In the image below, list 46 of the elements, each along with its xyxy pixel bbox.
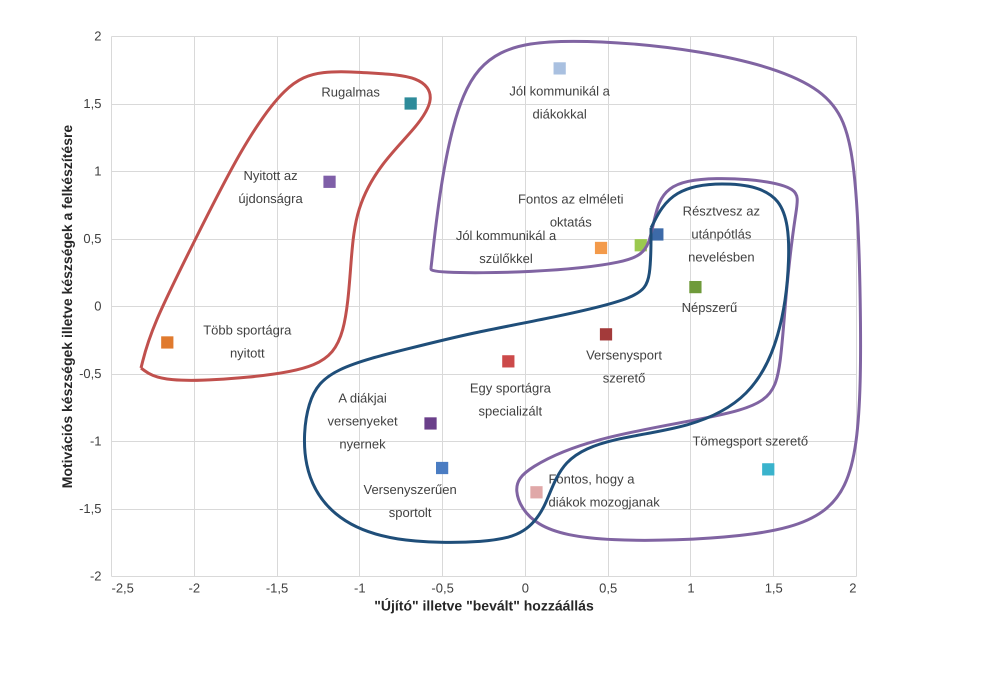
y-tick-label: 1 — [94, 164, 102, 178]
point — [530, 486, 543, 498]
y-tick-label: 1,5 — [83, 96, 102, 111]
x-tick-label: -2,5 — [112, 580, 134, 596]
point — [554, 62, 566, 75]
series-label: Nyitott az újdonságra — [238, 168, 304, 206]
series-label: Versenysport szerető — [586, 347, 662, 386]
series-label: Rugalmas — [321, 84, 380, 100]
point — [600, 328, 612, 340]
text: Jól kommunikál a szülőkkel — [456, 228, 558, 266]
y-tick-label: 0,5 — [83, 231, 102, 246]
x-tick-label: 2 — [849, 580, 856, 596]
y-tick-label: -0,5 — [79, 366, 102, 381]
x-tick-label: 0,5 — [599, 580, 618, 596]
x-tick-label: -1 — [354, 580, 366, 596]
y-tick-label: -2 — [90, 568, 102, 584]
point — [323, 176, 336, 188]
point — [689, 280, 702, 294]
x-tick-label: -1,5 — [266, 580, 288, 596]
point — [502, 355, 514, 368]
x-axis-title: "Újító" illetve "bevált" hozzáállás — [374, 598, 594, 614]
y-tick-label: -1 — [90, 434, 102, 448]
x-tick-label: 0 — [522, 580, 530, 596]
series-label: Résztvesz az utánpótlás nevelésben — [682, 203, 760, 264]
y-tick-label: -1,5 — [79, 501, 102, 516]
y-tick-label: 0 — [94, 298, 102, 314]
series-label: Tömegsport szerető — [692, 433, 808, 448]
point — [161, 336, 174, 349]
text: Egy sportágra specializált — [470, 380, 552, 418]
y-tick-label: 2 — [94, 28, 102, 44]
x-tick-label: 1 — [687, 580, 695, 596]
point — [404, 97, 417, 110]
text: A diákjai versenyeket nyernek — [327, 390, 398, 452]
x-tick-label: 1,5 — [764, 580, 783, 596]
point — [594, 242, 608, 254]
text: Jól kommunikál a diákokkal — [509, 83, 611, 122]
x-tick-label: -0,5 — [431, 580, 454, 596]
y-axis-title: Motivációs készségek illetve készségek a felkészítésre — [59, 124, 76, 488]
text: Több sportágra nyitott — [203, 322, 292, 360]
x-tick-label: -2 — [188, 580, 200, 596]
point — [436, 462, 448, 474]
series-label: Népszerű — [682, 300, 738, 316]
point — [762, 463, 774, 476]
point — [424, 417, 437, 430]
series-label: Versenyszerűen sportolt — [363, 482, 457, 520]
series-label: Fontos az elméleti oktatás — [518, 191, 624, 230]
